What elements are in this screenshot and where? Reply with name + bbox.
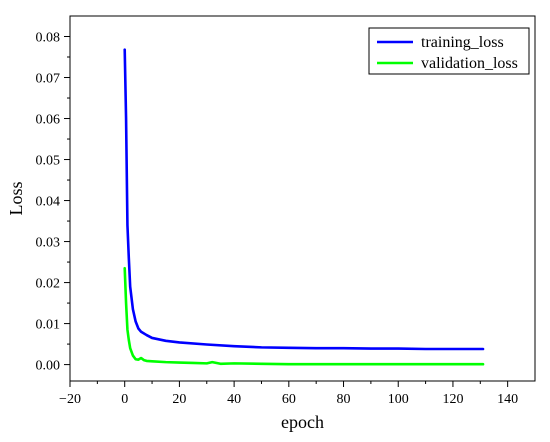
y-axis-title: Loss xyxy=(6,181,26,215)
x-tick-label: 60 xyxy=(282,392,296,407)
series-line-validation-loss xyxy=(123,266,485,366)
y-axis-ticks: 0.00 0.01 0.02 0.03 0.04 0.05 0.06 0.07 0.08 xyxy=(36,31,70,374)
series-line-training-loss xyxy=(123,48,485,351)
legend-box xyxy=(368,27,530,75)
y-tick-label: 0.02 xyxy=(36,277,61,292)
y-tick-label: 0.05 xyxy=(36,154,61,169)
x-tick-label: 140 xyxy=(497,392,518,407)
x-tick-label: 80 xyxy=(337,392,351,407)
x-tick-label: 120 xyxy=(442,392,463,407)
y-tick-label: 0.06 xyxy=(36,113,61,128)
series-layer xyxy=(123,48,485,366)
y-tick-label: 0.00 xyxy=(36,359,61,374)
y-tick-label: 0.03 xyxy=(36,236,61,251)
plot-frame xyxy=(69,15,536,382)
y-tick-label: 0.07 xyxy=(36,72,61,87)
y-tick-label: 0.04 xyxy=(36,195,61,210)
x-tick-label: 40 xyxy=(227,392,241,407)
legend-label-training-loss: training_loss xyxy=(421,34,504,51)
x-tick-label: 0 xyxy=(121,392,128,407)
x-axis-title: epoch xyxy=(281,412,324,432)
x-axis-ticks: −20 0 20 40 60 80 100 120 140 xyxy=(59,381,518,407)
x-tick-label: −20 xyxy=(59,392,81,407)
x-tick-label: 100 xyxy=(388,392,409,407)
legend: training_loss validation_loss xyxy=(368,27,530,75)
y-tick-label: 0.01 xyxy=(36,318,61,333)
legend-label-validation-loss: validation_loss xyxy=(421,55,518,72)
x-tick-label: 20 xyxy=(172,392,186,407)
y-tick-label: 0.08 xyxy=(36,31,61,46)
